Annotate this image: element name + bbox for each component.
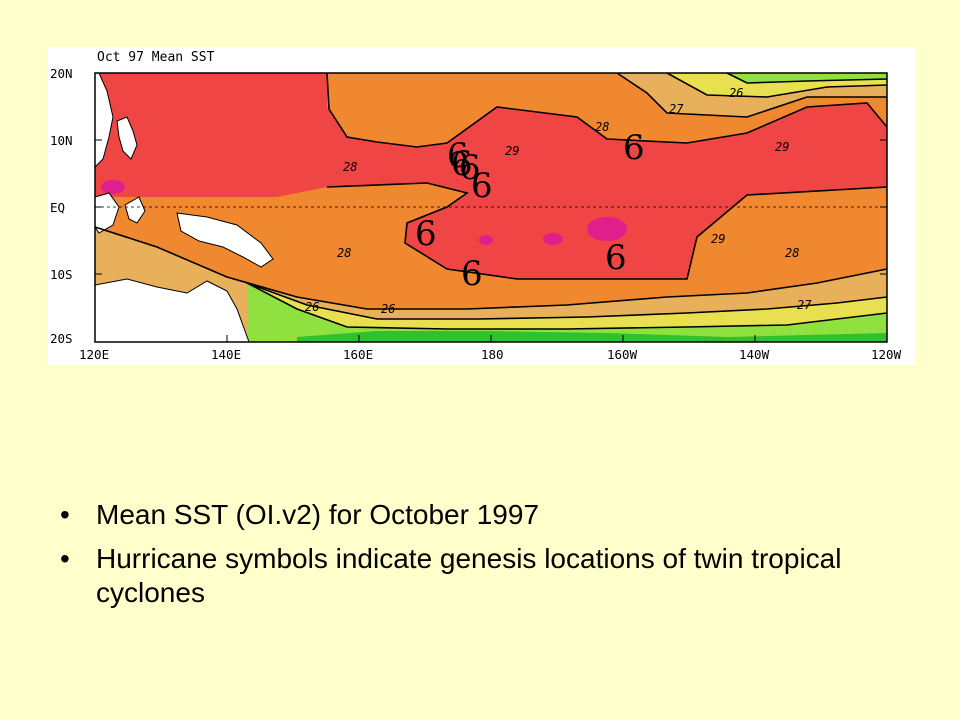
storm-genesis-icon: 6 [605, 238, 627, 278]
lat-label: EQ [50, 200, 65, 215]
sst-map: Oct 97 Mean SST 26 27 28 29 29 29 28 [47, 47, 915, 365]
lon-label: 140W [739, 347, 770, 362]
caption-bullet-list: • Mean SST (OI.v2) for October 1997 • Hu… [60, 498, 900, 620]
land-sulawesi [124, 196, 146, 224]
storm-genesis-icon: 6 [447, 136, 469, 176]
lon-label: 160E [343, 347, 373, 362]
sst-field-red-warmpool [95, 73, 887, 279]
bullet-marker: • [60, 543, 70, 574]
bullet-marker: • [60, 499, 70, 530]
storm-genesis-icon: 6 [471, 166, 493, 206]
land-asia-philippines [94, 72, 114, 169]
storm-genesis-icon: 6 [451, 144, 473, 184]
storm-genesis-icon: 6 [415, 214, 437, 254]
caption-bullet-item: • Mean SST (OI.v2) for October 1997 [60, 498, 900, 532]
lat-label: 20N [50, 66, 73, 81]
map-title: Oct 97 Mean SST [97, 50, 215, 65]
storm-genesis-icon: 6 [459, 148, 481, 188]
sst-field-magenta-2 [479, 235, 493, 245]
land-new-guinea [176, 212, 274, 268]
contour-label: 28 [337, 246, 351, 260]
lon-label: 120W [871, 347, 902, 362]
contour-label: 29 [505, 144, 519, 158]
lat-label: 10N [50, 133, 73, 148]
contour-label: 28 [785, 246, 799, 260]
sst-field-red-west [122, 107, 212, 187]
contour-label: 28 [595, 120, 609, 134]
sst-field-darkgreen-south [297, 331, 887, 342]
caption-text: Mean SST (OI.v2) for October 1997 [96, 499, 540, 530]
storm-genesis-icon: 6 [623, 128, 645, 168]
lon-label: 180 [481, 347, 504, 362]
sst-field-green-south [247, 283, 887, 342]
sst-field-magenta-1 [101, 180, 125, 194]
land-philippines [116, 116, 138, 160]
contour-label: 28 [343, 160, 357, 174]
sst-field-green-ne [727, 73, 887, 83]
lon-label: 160W [607, 347, 638, 362]
sst-field-magenta-4 [587, 217, 627, 241]
contour-label: 29 [775, 140, 789, 154]
contour-label: 27 [669, 102, 684, 116]
contour-label: 29 [711, 232, 725, 246]
lat-label: 10S [50, 267, 73, 282]
lat-label: 20S [50, 331, 73, 346]
contour-label: 26 [381, 302, 395, 316]
caption-bullet-item: • Hurricane symbols indicate genesis loc… [60, 542, 900, 610]
contour-label: 26 [729, 86, 743, 100]
contour-label: 27 [797, 298, 812, 312]
contour-label: 26 [305, 300, 319, 314]
contour-lines [94, 72, 888, 330]
caption-text: Hurricane symbols indicate genesis locat… [96, 543, 842, 608]
lon-label: 120E [79, 347, 109, 362]
sst-field-magenta-3 [543, 233, 563, 245]
storm-genesis-icon: 6 [461, 254, 483, 294]
lon-label: 140E [211, 347, 241, 362]
